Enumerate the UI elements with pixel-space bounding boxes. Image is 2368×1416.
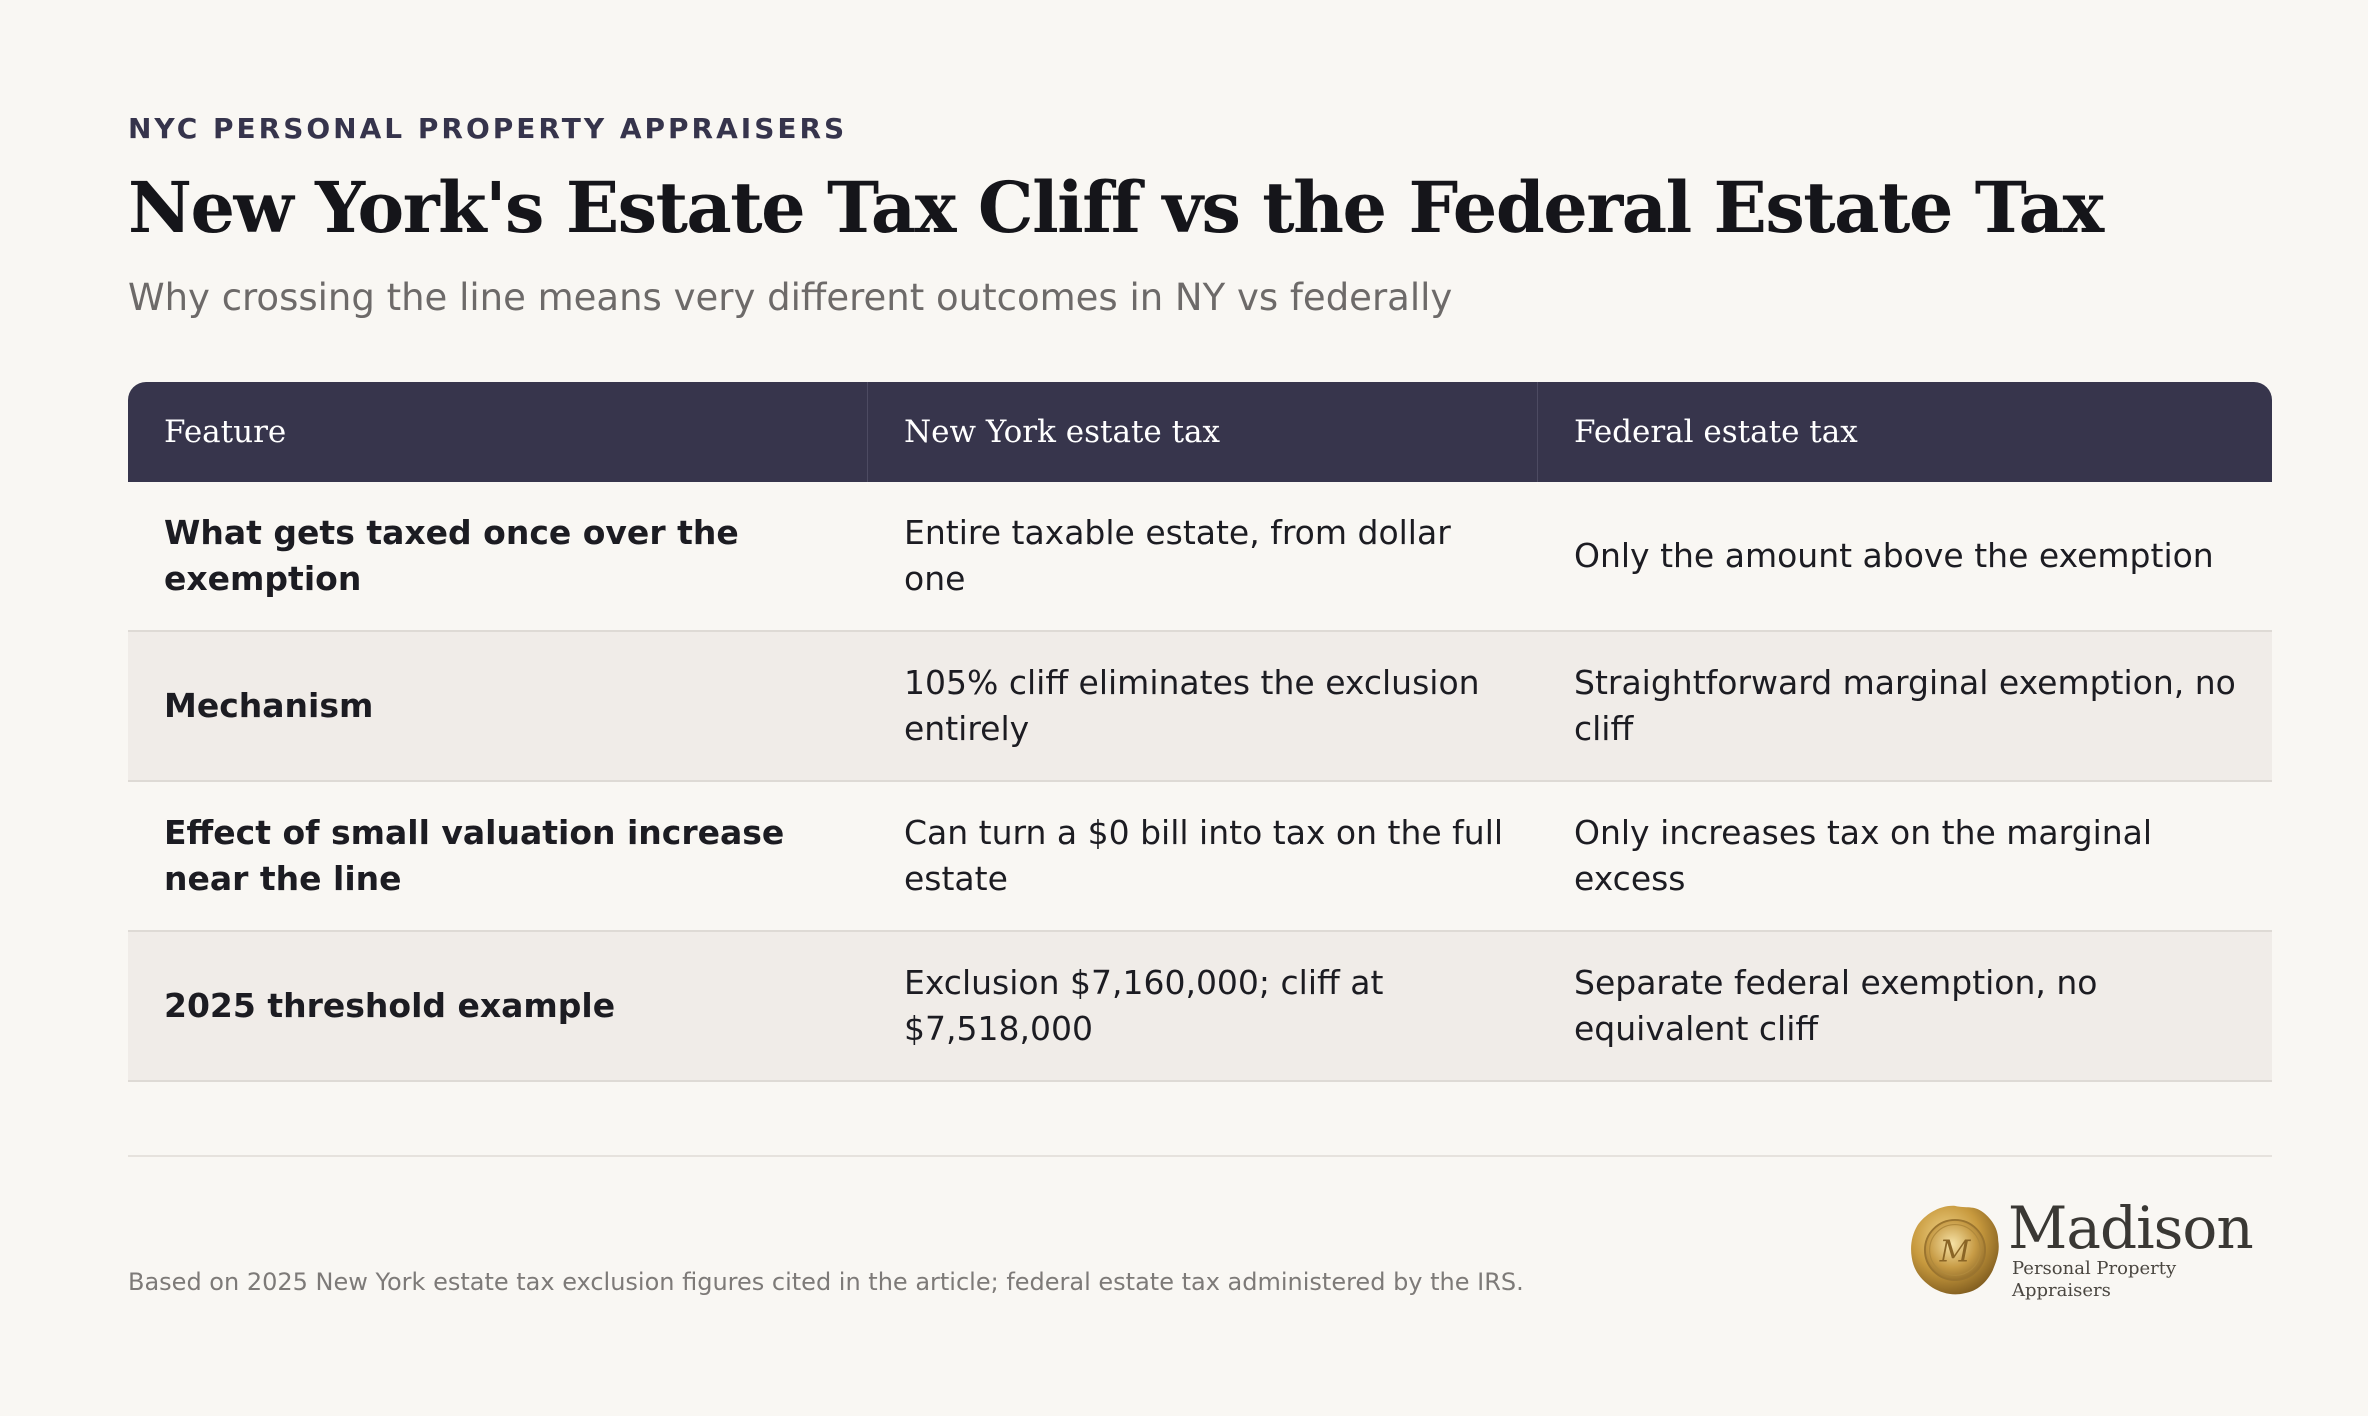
comparison-table: Feature New York estate tax Federal esta… (128, 382, 2272, 1082)
ny-cell: Can turn a $0 bill into tax on the full … (904, 813, 1504, 898)
federal-cell: Only the amount above the exemption (1574, 536, 2214, 575)
wax-seal-icon: M (1911, 1205, 1999, 1295)
logo-text: Madison Personal Property Appraisers (2008, 1198, 2272, 1302)
table-row: 2025 threshold example Exclusion $7,160,… (128, 932, 2272, 1082)
column-header-ny: New York estate tax (868, 382, 1538, 482)
federal-cell: Separate federal exemption, no equivalen… (1574, 963, 2098, 1048)
feature-cell: Effect of small valuation increase near … (164, 813, 785, 898)
ny-cell: 105% cliff eliminates the exclusion enti… (904, 663, 1480, 748)
feature-cell: Mechanism (164, 686, 374, 725)
table-row: Mechanism 105% cliff eliminates the excl… (128, 632, 2272, 782)
ny-cell: Entire taxable estate, from dollar one (904, 513, 1451, 598)
footnote: Based on 2025 New York estate tax exclus… (128, 1268, 1524, 1296)
logo-tagline: Personal Property Appraisers (2012, 1258, 2177, 1301)
table-row: What gets taxed once over the exemption … (128, 482, 2272, 632)
madison-logo: M Madison Personal Property Appraisers (1908, 1198, 2272, 1302)
federal-cell: Only increases tax on the marginal exces… (1574, 813, 2153, 898)
table-header: Feature New York estate tax Federal esta… (128, 382, 2272, 482)
page: NYC PERSONAL PROPERTY APPRAISERS New Yor… (128, 0, 2272, 1416)
table-row: Effect of small valuation increase near … (128, 782, 2272, 932)
column-header-feature: Feature (128, 382, 868, 482)
seal-monogram: M (1939, 1234, 1972, 1269)
page-subtitle: Why crossing the line means very differe… (128, 276, 1453, 319)
column-header-federal: Federal estate tax (1574, 414, 1858, 450)
federal-cell: Straightforward marginal exemption, no c… (1574, 663, 2236, 748)
logo-name: Madison (2008, 1194, 2254, 1262)
feature-cell: What gets taxed once over the exemption (164, 513, 739, 598)
page-title: New York's Estate Tax Cliff vs the Feder… (128, 166, 2104, 249)
feature-cell: 2025 threshold example (164, 986, 616, 1025)
footer-divider (128, 1155, 2272, 1157)
ny-cell: Exclusion $7,160,000; cliff at $7,518,00… (904, 963, 1384, 1048)
eyebrow: NYC PERSONAL PROPERTY APPRAISERS (128, 112, 848, 145)
